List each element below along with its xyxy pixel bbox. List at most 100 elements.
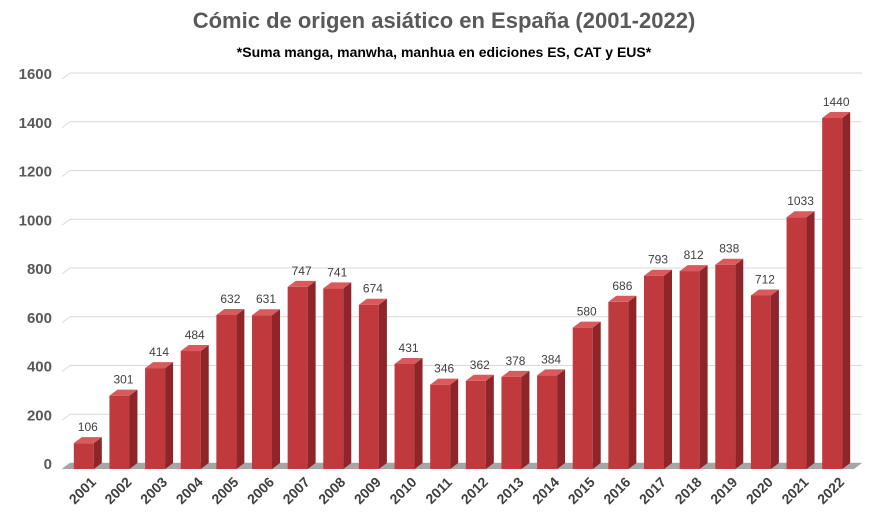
bar-side bbox=[485, 374, 494, 469]
bar-front bbox=[252, 315, 272, 469]
data-label: 580 bbox=[577, 305, 597, 319]
data-label: 431 bbox=[399, 341, 419, 355]
bar-side bbox=[378, 298, 387, 469]
bar-front bbox=[822, 118, 843, 469]
bar-top bbox=[358, 298, 387, 305]
bar-side bbox=[592, 321, 601, 469]
data-label: 747 bbox=[292, 264, 312, 278]
bar bbox=[323, 282, 352, 469]
data-label: 812 bbox=[684, 248, 704, 262]
bar bbox=[180, 345, 209, 469]
bar-side bbox=[806, 211, 815, 470]
bar-top bbox=[572, 321, 601, 328]
bar-side bbox=[93, 437, 102, 469]
y-tick-label: 200 bbox=[27, 407, 52, 424]
bar bbox=[537, 369, 566, 469]
bar-top bbox=[145, 362, 174, 369]
bar-top bbox=[73, 437, 102, 444]
x-tick-label: 2020 bbox=[743, 474, 776, 507]
bar-top bbox=[501, 370, 530, 377]
y-tick-label: 800 bbox=[27, 261, 52, 278]
bar-front bbox=[180, 351, 201, 469]
data-label: 674 bbox=[363, 282, 383, 296]
data-label: 1440 bbox=[823, 95, 850, 109]
y-tick-label: 1000 bbox=[19, 212, 52, 229]
bar-front bbox=[430, 384, 451, 469]
bar-front bbox=[786, 217, 807, 469]
bar bbox=[715, 258, 744, 469]
gridline-depth bbox=[61, 413, 71, 421]
bar-front bbox=[750, 295, 771, 469]
data-label: 838 bbox=[719, 242, 739, 256]
bar-side bbox=[735, 258, 744, 469]
y-axis: 0 200 400 600 800 1000 1200 1400 1600 bbox=[19, 66, 52, 473]
bar-top bbox=[679, 265, 708, 272]
bar-front bbox=[109, 395, 130, 469]
bar bbox=[287, 280, 316, 469]
bar bbox=[252, 309, 280, 469]
y-tick-label: 400 bbox=[27, 359, 52, 376]
gridline-depth bbox=[61, 267, 71, 275]
x-tick-label: 2018 bbox=[671, 474, 704, 507]
data-label: 1033 bbox=[787, 194, 814, 208]
bar-top bbox=[180, 345, 209, 352]
bar-top bbox=[750, 289, 779, 296]
bar bbox=[430, 378, 459, 469]
bar-top bbox=[287, 280, 316, 287]
bar-side bbox=[842, 112, 851, 469]
data-label: 686 bbox=[612, 279, 632, 293]
x-tick-label: 2019 bbox=[707, 474, 740, 507]
x-tick-label: 2022 bbox=[814, 474, 847, 507]
x-tick-label: 2009 bbox=[351, 474, 384, 507]
data-label: 484 bbox=[185, 328, 205, 342]
data-label: 414 bbox=[149, 345, 169, 359]
x-tick-label: 2011 bbox=[422, 474, 455, 507]
bar-front bbox=[145, 368, 166, 469]
x-tick-label: 2004 bbox=[173, 474, 206, 507]
data-label: 712 bbox=[755, 272, 775, 286]
bar-top bbox=[323, 282, 352, 289]
bar-side bbox=[200, 345, 209, 469]
x-tick-label: 2001 bbox=[66, 474, 99, 507]
bar bbox=[394, 357, 423, 469]
bar-side bbox=[770, 289, 779, 469]
bar-side bbox=[557, 369, 566, 469]
data-label: 384 bbox=[541, 352, 561, 366]
bar-side bbox=[450, 378, 459, 469]
bar-side bbox=[129, 389, 138, 469]
x-tick-label: 2010 bbox=[386, 474, 419, 507]
bar-side bbox=[628, 295, 637, 469]
y-tick-label: 0 bbox=[44, 456, 52, 473]
x-tick-label: 2015 bbox=[565, 474, 598, 507]
data-label: 632 bbox=[220, 292, 240, 306]
bar bbox=[679, 265, 708, 469]
bar-side bbox=[236, 308, 245, 469]
bar-side bbox=[165, 362, 174, 469]
bar-top bbox=[216, 308, 245, 315]
y-tick-label: 1600 bbox=[19, 66, 52, 83]
bar bbox=[750, 289, 779, 469]
bar bbox=[109, 389, 138, 469]
bar-top bbox=[430, 378, 459, 385]
x-tick-label: 2002 bbox=[101, 474, 134, 507]
x-tick-label: 2008 bbox=[315, 474, 348, 507]
bar-front bbox=[501, 376, 522, 469]
bar-side bbox=[521, 370, 530, 469]
bar-front bbox=[394, 363, 415, 469]
bar-top bbox=[465, 374, 494, 381]
bar-top bbox=[537, 369, 566, 376]
y-tick-label: 1200 bbox=[19, 164, 52, 181]
x-tick-label: 2014 bbox=[529, 474, 562, 507]
bar bbox=[572, 321, 601, 469]
bar-front bbox=[358, 304, 379, 469]
bar-front bbox=[679, 271, 700, 469]
bar-side bbox=[343, 282, 352, 469]
bar-top bbox=[109, 389, 138, 396]
bar bbox=[644, 269, 672, 469]
chart-title: Cómic de origen asiático en España (2001… bbox=[192, 8, 696, 33]
bar-top bbox=[252, 309, 280, 316]
x-axis: 2001 2002 2003 2004 2005 2006 2007 2008 2009 2010… bbox=[66, 474, 848, 507]
bar bbox=[145, 362, 174, 469]
gridline-depth bbox=[61, 121, 71, 129]
bar bbox=[358, 298, 387, 469]
